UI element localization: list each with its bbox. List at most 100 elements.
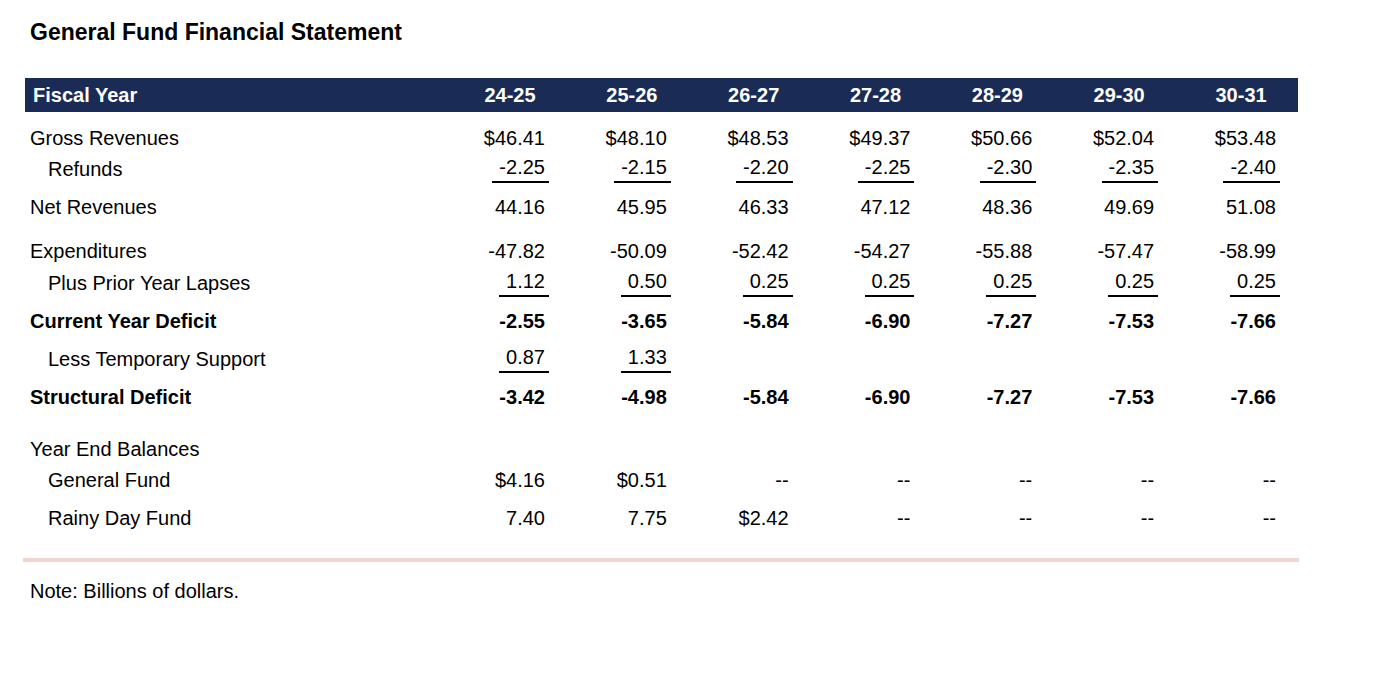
value-cell-empty — [811, 416, 933, 461]
value-cell: $2.42 — [689, 499, 811, 537]
value-cell: 7.40 — [445, 499, 567, 537]
underlined-value: -2.20 — [736, 156, 793, 183]
row-label: Current Year Deficit — [25, 302, 445, 340]
row-label: General Fund — [25, 461, 445, 499]
value-cell: -7.27 — [932, 378, 1054, 416]
row-label: Less Temporary Support — [25, 340, 445, 378]
value-cell: $4.16 — [445, 461, 567, 499]
value-cell: -55.88 — [932, 226, 1054, 264]
value-cell: -7.66 — [1176, 302, 1298, 340]
value-cell: -2.25 — [811, 150, 933, 188]
value-cell-empty — [1176, 416, 1298, 461]
value-cell: -2.15 — [567, 150, 689, 188]
value-cell: -2.35 — [1054, 150, 1176, 188]
value-cell: -2.20 — [689, 150, 811, 188]
value-cell: -4.98 — [567, 378, 689, 416]
value-cell: -52.42 — [689, 226, 811, 264]
underlined-value: 0.25 — [1230, 270, 1280, 297]
underlined-value: 0.25 — [865, 270, 915, 297]
row-prior-year-lapses: Plus Prior Year Lapses 1.12 0.50 0.25 0.… — [25, 264, 1298, 302]
value-cell: 44.16 — [445, 188, 567, 226]
section-divider — [23, 558, 1299, 562]
fiscal-year-header: Fiscal Year — [25, 78, 445, 112]
row-gross-revenues: Gross Revenues $46.41 $48.10 $48.53 $49.… — [25, 112, 1298, 150]
underlined-value: -2.30 — [980, 156, 1037, 183]
value-cell: 48.36 — [932, 188, 1054, 226]
value-cell: -2.25 — [445, 150, 567, 188]
value-cell: -- — [932, 461, 1054, 499]
page-title: General Fund Financial Statement — [30, 18, 1378, 46]
underlined-value: -2.15 — [614, 156, 671, 183]
row-label: Plus Prior Year Lapses — [25, 264, 445, 302]
value-cell: 0.87 — [445, 340, 567, 378]
value-cell: $0.51 — [567, 461, 689, 499]
value-cell: -6.90 — [811, 302, 933, 340]
row-year-end-balances: Year End Balances — [25, 416, 1298, 461]
underlined-value: 0.50 — [621, 270, 671, 297]
value-cell: -3.42 — [445, 378, 567, 416]
value-cell: -6.90 — [811, 378, 933, 416]
value-cell: 0.25 — [1054, 264, 1176, 302]
value-cell: 46.33 — [689, 188, 811, 226]
value-cell: -50.09 — [567, 226, 689, 264]
value-cell: -54.27 — [811, 226, 933, 264]
row-rainy-day-fund: Rainy Day Fund 7.40 7.75 $2.42 -- -- -- … — [25, 499, 1298, 537]
row-net-revenues: Net Revenues 44.16 45.95 46.33 47.12 48.… — [25, 188, 1298, 226]
value-cell-empty — [1176, 340, 1298, 378]
value-cell: $49.37 — [811, 112, 933, 150]
underlined-value: -2.25 — [858, 156, 915, 183]
value-cell: $48.53 — [689, 112, 811, 150]
note-text: Note: Billions of dollars. — [30, 580, 1378, 603]
value-cell-empty — [567, 416, 689, 461]
value-cell: 1.12 — [445, 264, 567, 302]
value-cell: 0.25 — [811, 264, 933, 302]
value-cell: 45.95 — [567, 188, 689, 226]
value-cell: -5.84 — [689, 302, 811, 340]
value-cell: -5.84 — [689, 378, 811, 416]
value-cell: -7.53 — [1054, 302, 1176, 340]
value-cell: $50.66 — [932, 112, 1054, 150]
value-cell: 0.25 — [689, 264, 811, 302]
value-cell: -- — [1176, 499, 1298, 537]
row-general-fund: General Fund $4.16 $0.51 -- -- -- -- -- — [25, 461, 1298, 499]
financial-table: Fiscal Year 24-25 25-26 26-27 27-28 28-2… — [25, 78, 1298, 537]
value-cell: -3.65 — [567, 302, 689, 340]
value-cell: 0.50 — [567, 264, 689, 302]
year-column-header: 24-25 — [445, 78, 567, 112]
year-column-header: 26-27 — [689, 78, 811, 112]
underlined-value: 0.87 — [499, 346, 549, 373]
year-column-header: 25-26 — [567, 78, 689, 112]
value-cell: -2.55 — [445, 302, 567, 340]
row-structural-deficit: Structural Deficit -3.42 -4.98 -5.84 -6.… — [25, 378, 1298, 416]
value-cell: -- — [689, 461, 811, 499]
table-header-row: Fiscal Year 24-25 25-26 26-27 27-28 28-2… — [25, 78, 1298, 112]
value-cell: $48.10 — [567, 112, 689, 150]
value-cell: -2.30 — [932, 150, 1054, 188]
year-column-header: 29-30 — [1054, 78, 1176, 112]
value-cell: 0.25 — [1176, 264, 1298, 302]
value-cell: $52.04 — [1054, 112, 1176, 150]
value-cell: 0.25 — [932, 264, 1054, 302]
value-cell-empty — [689, 416, 811, 461]
value-cell: -- — [1176, 461, 1298, 499]
row-label: Year End Balances — [25, 416, 445, 461]
underlined-value: -2.25 — [492, 156, 549, 183]
value-cell-empty — [932, 340, 1054, 378]
value-cell-empty — [445, 416, 567, 461]
row-refunds: Refunds -2.25 -2.15 -2.20 -2.25 -2.30 -2… — [25, 150, 1298, 188]
value-cell: 47.12 — [811, 188, 933, 226]
value-cell: -57.47 — [1054, 226, 1176, 264]
value-cell-empty — [811, 340, 933, 378]
value-cell: $53.48 — [1176, 112, 1298, 150]
value-cell: -- — [932, 499, 1054, 537]
value-cell: -7.66 — [1176, 378, 1298, 416]
value-cell-empty — [932, 416, 1054, 461]
year-column-header: 27-28 — [811, 78, 933, 112]
value-cell: $46.41 — [445, 112, 567, 150]
value-cell: -7.27 — [932, 302, 1054, 340]
row-label: Rainy Day Fund — [25, 499, 445, 537]
value-cell: -- — [1054, 499, 1176, 537]
value-cell-empty — [689, 340, 811, 378]
value-cell: -- — [811, 461, 933, 499]
row-less-temporary-support: Less Temporary Support 0.87 1.33 — [25, 340, 1298, 378]
